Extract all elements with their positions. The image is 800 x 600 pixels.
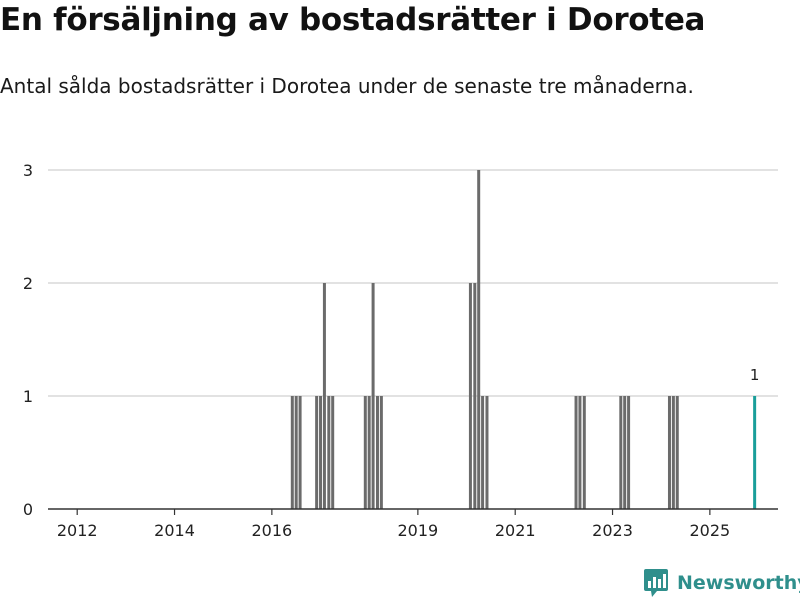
chart-subtitle: Antal sålda bostadsrätter i Dorotea unde…	[0, 74, 694, 98]
bar	[375, 396, 379, 509]
bar	[574, 396, 578, 509]
bar	[667, 396, 671, 509]
bar	[290, 396, 294, 509]
y-tick-label: 3	[23, 161, 33, 180]
y-axis-ticks: 0 1 2 3	[23, 161, 33, 519]
x-tick-label: 2019	[398, 521, 439, 540]
newsworthy-logo[interactable]: Newsworthy	[643, 568, 800, 598]
newsworthy-icon	[644, 569, 668, 597]
bar	[367, 396, 371, 509]
bar	[485, 396, 489, 509]
x-tick-label: 2021	[495, 521, 536, 540]
x-tick-label: 2023	[592, 521, 633, 540]
y-tick-label: 2	[23, 274, 33, 293]
x-tick-label: 2025	[690, 521, 731, 540]
x-tick-label: 2014	[154, 521, 195, 540]
bar	[627, 396, 631, 509]
bar	[294, 396, 298, 509]
bar	[468, 283, 472, 509]
bar	[327, 396, 331, 509]
bar	[363, 396, 367, 509]
bar	[331, 396, 335, 509]
chart-title: En försäljning av bostadsrätter i Dorote…	[0, 2, 706, 38]
bar	[578, 396, 582, 509]
bar	[477, 170, 481, 509]
x-axis-ticks: 2012 2014 2016 2019 2021 2023 2025	[57, 509, 730, 540]
bar	[481, 396, 485, 509]
bar	[371, 283, 375, 509]
bar	[473, 283, 477, 509]
x-tick-label: 2012	[57, 521, 98, 540]
bar	[319, 396, 323, 509]
bar	[379, 396, 383, 509]
bars	[290, 170, 757, 509]
bar	[675, 396, 679, 509]
x-tick-label: 2016	[252, 521, 293, 540]
bar-chart: 0 1 2 3 2012 2014 2016 2019 2021 2023 2025 1	[23, 161, 778, 540]
data-label: 1	[750, 366, 760, 384]
y-tick-label: 1	[23, 387, 33, 406]
highlight-bar	[753, 396, 757, 509]
bar	[671, 396, 675, 509]
y-tick-label: 0	[23, 500, 33, 519]
bar	[322, 283, 326, 509]
bar	[623, 396, 627, 509]
gridlines	[48, 169, 778, 397]
bar	[582, 396, 586, 509]
bar	[619, 396, 623, 509]
bar	[315, 396, 319, 509]
annotations: 1	[750, 366, 760, 384]
bar	[298, 396, 302, 509]
brand-name: Newsworthy	[677, 572, 800, 594]
